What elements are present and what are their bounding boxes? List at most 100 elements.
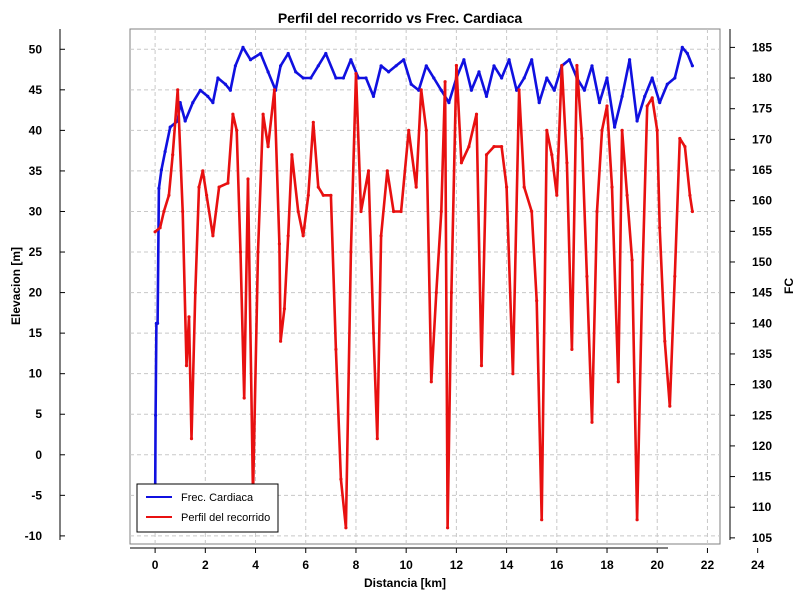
- data-point: [605, 104, 609, 108]
- data-point: [171, 153, 175, 157]
- data-point: [231, 112, 235, 116]
- data-point: [515, 88, 519, 92]
- data-point: [492, 64, 496, 68]
- y-right-tick-label: 110: [752, 500, 772, 514]
- data-point: [354, 72, 358, 76]
- data-point: [290, 153, 294, 157]
- data-point: [211, 101, 215, 105]
- y-right-tick-label: 105: [752, 531, 772, 545]
- data-point: [620, 128, 624, 132]
- data-point: [582, 88, 587, 92]
- data-point: [630, 258, 634, 262]
- data-point: [469, 88, 473, 92]
- x-axis-label: Distancia [km]: [364, 576, 446, 590]
- x-tick-label: 4: [252, 558, 259, 572]
- data-point: [187, 315, 191, 319]
- y-left-axis-label: Elevacion [m]: [9, 247, 23, 325]
- y-left-tick-label: 25: [29, 245, 43, 259]
- data-point: [616, 380, 620, 384]
- y-left-tick-label: 5: [35, 407, 42, 421]
- y-left-tick-label: 0: [35, 448, 42, 462]
- data-point: [399, 209, 403, 214]
- data-point: [575, 63, 579, 68]
- data-point: [162, 209, 166, 214]
- data-point: [339, 477, 343, 481]
- data-point: [658, 101, 662, 105]
- data-point: [407, 128, 411, 132]
- data-point: [650, 96, 654, 100]
- data-point: [545, 76, 549, 80]
- data-point: [379, 64, 383, 68]
- data-point: [286, 51, 290, 56]
- data-point: [181, 209, 185, 214]
- data-point: [309, 76, 313, 80]
- data-point: [197, 185, 201, 189]
- data-point: [344, 526, 348, 530]
- data-point: [266, 145, 270, 149]
- data-point: [341, 76, 345, 80]
- data-point: [446, 526, 450, 530]
- data-point: [570, 347, 574, 351]
- data-point: [316, 185, 320, 189]
- data-point: [163, 150, 167, 154]
- y-right-tick-label: 140: [752, 316, 772, 330]
- data-point: [688, 193, 692, 197]
- y-right-tick-label: 115: [752, 470, 772, 484]
- x-tick-label: 6: [302, 558, 309, 572]
- data-point: [392, 209, 396, 214]
- data-point: [205, 193, 209, 197]
- data-point: [238, 250, 243, 254]
- data-point: [201, 169, 205, 173]
- data-point: [272, 88, 276, 92]
- y-left-tick-label: 45: [29, 83, 43, 97]
- data-point: [567, 58, 572, 62]
- data-point: [371, 94, 376, 98]
- data-point: [286, 234, 290, 238]
- data-point: [605, 76, 609, 80]
- data-point: [449, 291, 453, 295]
- data-point: [597, 101, 602, 105]
- series-points-elevation: [153, 63, 695, 530]
- data-point: [658, 226, 662, 230]
- data-point: [477, 70, 481, 74]
- legend-label-heart-rate: Frec. Cardiaca: [181, 492, 254, 504]
- data-point: [600, 128, 604, 132]
- data-point: [668, 404, 672, 408]
- y-left-tick-label: 50: [29, 42, 43, 56]
- legend: Frec. Cardiaca Perfil del recorrido: [136, 483, 279, 533]
- y-right-tick-label: 130: [752, 378, 772, 392]
- data-point: [387, 70, 391, 74]
- data-point: [153, 230, 157, 234]
- data-point: [680, 45, 684, 50]
- x-tick-label: 14: [500, 558, 514, 572]
- data-point: [650, 76, 654, 80]
- data-point: [311, 120, 315, 124]
- data-point: [216, 76, 220, 80]
- data-point: [316, 64, 320, 68]
- y-right-tick-label: 165: [752, 163, 772, 177]
- y-left-tick-label: -10: [25, 529, 43, 543]
- data-point: [585, 274, 589, 278]
- data-point: [235, 128, 239, 132]
- data-point: [683, 145, 687, 149]
- x-tick-label: 8: [353, 558, 360, 572]
- data-point: [364, 76, 368, 80]
- data-point: [479, 364, 484, 368]
- data-point: [640, 282, 644, 287]
- data-point: [394, 64, 398, 68]
- data-point: [443, 80, 447, 84]
- y-right-tick-label: 170: [752, 132, 772, 146]
- data-point: [613, 125, 617, 129]
- data-point: [409, 82, 413, 86]
- data-point: [454, 63, 458, 68]
- x-tick-label: 12: [450, 558, 464, 572]
- data-point: [625, 193, 629, 197]
- data-point: [301, 76, 305, 80]
- data-point: [474, 112, 479, 116]
- data-point: [550, 153, 554, 157]
- data-point: [261, 112, 265, 116]
- data-point: [379, 234, 383, 238]
- data-point: [206, 94, 210, 98]
- x-tick-label: 2: [202, 558, 209, 572]
- data-point: [277, 242, 281, 246]
